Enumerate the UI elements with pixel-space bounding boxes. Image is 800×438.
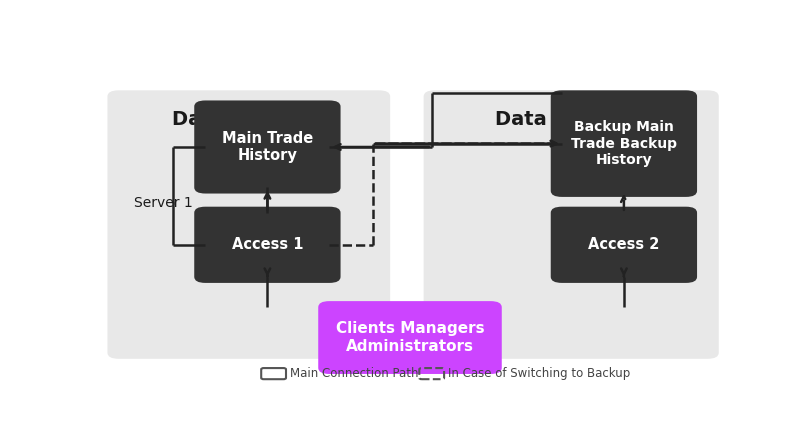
FancyBboxPatch shape [318,301,502,374]
FancyBboxPatch shape [107,90,390,359]
Text: Clients Managers
Administrators: Clients Managers Administrators [336,321,484,354]
FancyBboxPatch shape [550,90,697,197]
FancyBboxPatch shape [194,100,341,194]
FancyBboxPatch shape [550,207,697,283]
Text: Data Center 1: Data Center 1 [172,110,326,129]
Text: Main Trade
History: Main Trade History [222,131,313,163]
Text: In Case of Switching to Backup: In Case of Switching to Backup [448,367,630,380]
Text: Access 2: Access 2 [588,237,659,252]
Text: Access 1: Access 1 [232,237,303,252]
Text: Backup Main
Trade Backup
History: Backup Main Trade Backup History [571,120,677,167]
Text: Main Connection Path: Main Connection Path [290,367,418,380]
Text: Server 1: Server 1 [134,196,193,210]
FancyBboxPatch shape [424,90,718,359]
Text: Data Center 2: Data Center 2 [494,110,648,129]
FancyBboxPatch shape [194,207,341,283]
